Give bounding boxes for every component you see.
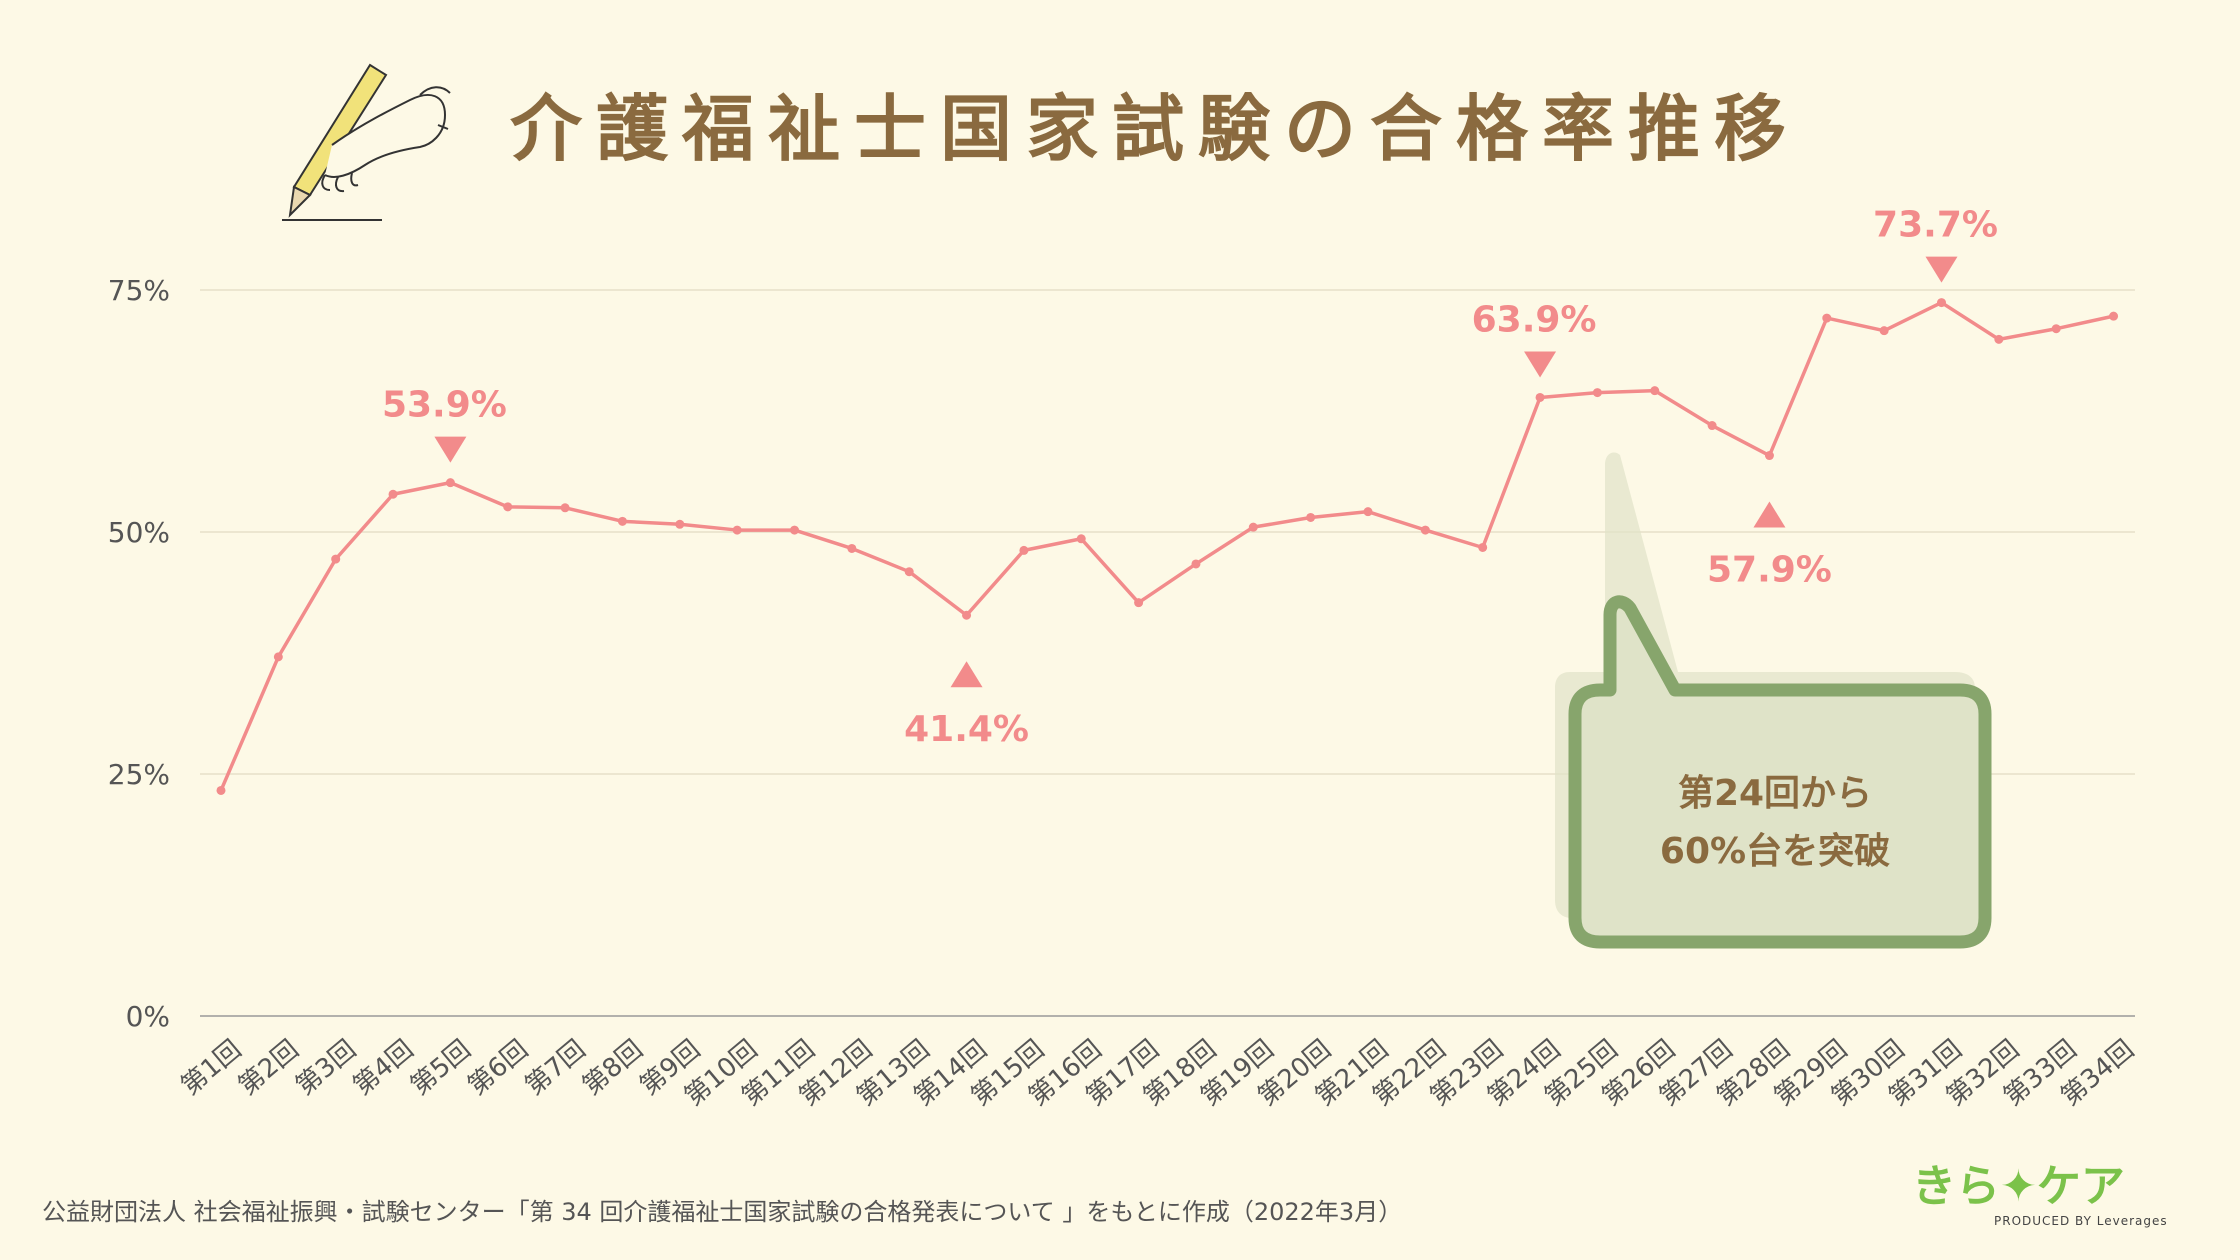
callout-body (1568, 595, 1992, 949)
data-point (675, 519, 685, 529)
pencil-writing-icon (282, 63, 451, 221)
x-tick-label: 第6回 (462, 1034, 534, 1101)
data-point (1306, 512, 1316, 522)
x-tick-label: 第8回 (577, 1034, 649, 1101)
annotation-label: 57.9% (1707, 550, 1832, 591)
y-tick-label: 75% (108, 274, 170, 307)
data-point (962, 610, 972, 620)
series-line (219, 300, 2114, 792)
brand-logo: きら✦ケア PRODUCED BY Leverages (1912, 1150, 2167, 1230)
point-layer (216, 298, 2119, 795)
y-tick-label: 25% (108, 758, 170, 791)
data-point (1478, 542, 1488, 552)
x-tick-label: 第5回 (405, 1034, 477, 1101)
data-point (1076, 534, 1086, 544)
annotation-label: 63.9% (1472, 299, 1597, 340)
data-point (1191, 559, 1201, 569)
data-point (1592, 388, 1602, 398)
down-arrow-marker (1925, 256, 1958, 283)
source-note: 公益財団法人 社会福祉振興・試験センター「第 34 回介護福祉士国家試験の合格発… (42, 1198, 1403, 1226)
data-point (1764, 451, 1774, 461)
data-point (790, 525, 799, 535)
data-point (1019, 545, 1029, 555)
logo-tagline: PRODUCED BY Leverages (1994, 1214, 2168, 1228)
data-point (1363, 507, 1373, 517)
data-point (1650, 386, 1660, 396)
callout-line-1: 第24回から (1677, 773, 1873, 814)
data-point (2109, 311, 2119, 321)
annotation-label: 41.4% (904, 709, 1029, 750)
data-point (1420, 525, 1430, 535)
data-point (617, 516, 627, 526)
annotation-layer: 53.9% 41.4% 63.9% 57.9% 73.7% (382, 205, 1998, 751)
grid-layer (200, 289, 2135, 1017)
x-tick-label: 第4回 (348, 1034, 420, 1101)
logo-name: きら✦ケア (1912, 1161, 2125, 1212)
y-tick-label: 0% (126, 1000, 170, 1033)
data-point (847, 543, 857, 553)
data-point (388, 489, 398, 499)
x-tick-label: 第7回 (520, 1034, 592, 1101)
y-tick-label: 50% (108, 516, 170, 549)
data-point (2051, 324, 2061, 334)
data-point (1879, 326, 1889, 336)
x-tick-label: 第2回 (233, 1034, 305, 1101)
data-point (216, 785, 226, 795)
data-point (1994, 334, 2004, 344)
data-point (1248, 522, 1258, 532)
annotation-label: 73.7% (1873, 205, 1998, 246)
data-point (445, 478, 455, 488)
callout-line-2: 60%台を突破 (1659, 831, 1891, 872)
data-point (1937, 298, 1946, 308)
up-arrow-marker (950, 661, 983, 688)
data-point (331, 554, 341, 564)
x-tick-label: 第3回 (290, 1034, 362, 1101)
x-tick-label: 第1回 (176, 1034, 248, 1101)
callout-bubble (1555, 452, 1992, 949)
line-layer (219, 300, 2114, 792)
data-point (273, 652, 283, 662)
data-point (560, 503, 570, 513)
down-arrow-marker (1524, 351, 1557, 378)
data-point (904, 567, 914, 577)
down-arrow-marker (434, 436, 467, 463)
data-point (1707, 421, 1717, 431)
data-point (503, 502, 513, 512)
data-point (1822, 313, 1832, 323)
data-point (732, 525, 742, 535)
callout-text: 第24回から 60%台を突破 (1570, 765, 1980, 881)
up-arrow-marker (1753, 501, 1786, 528)
chart-title: 介護福祉士国家試験の合格率推移 (510, 87, 1801, 171)
data-point (1535, 392, 1545, 402)
annotation-label: 53.9% (382, 385, 507, 426)
data-point (1134, 598, 1144, 608)
